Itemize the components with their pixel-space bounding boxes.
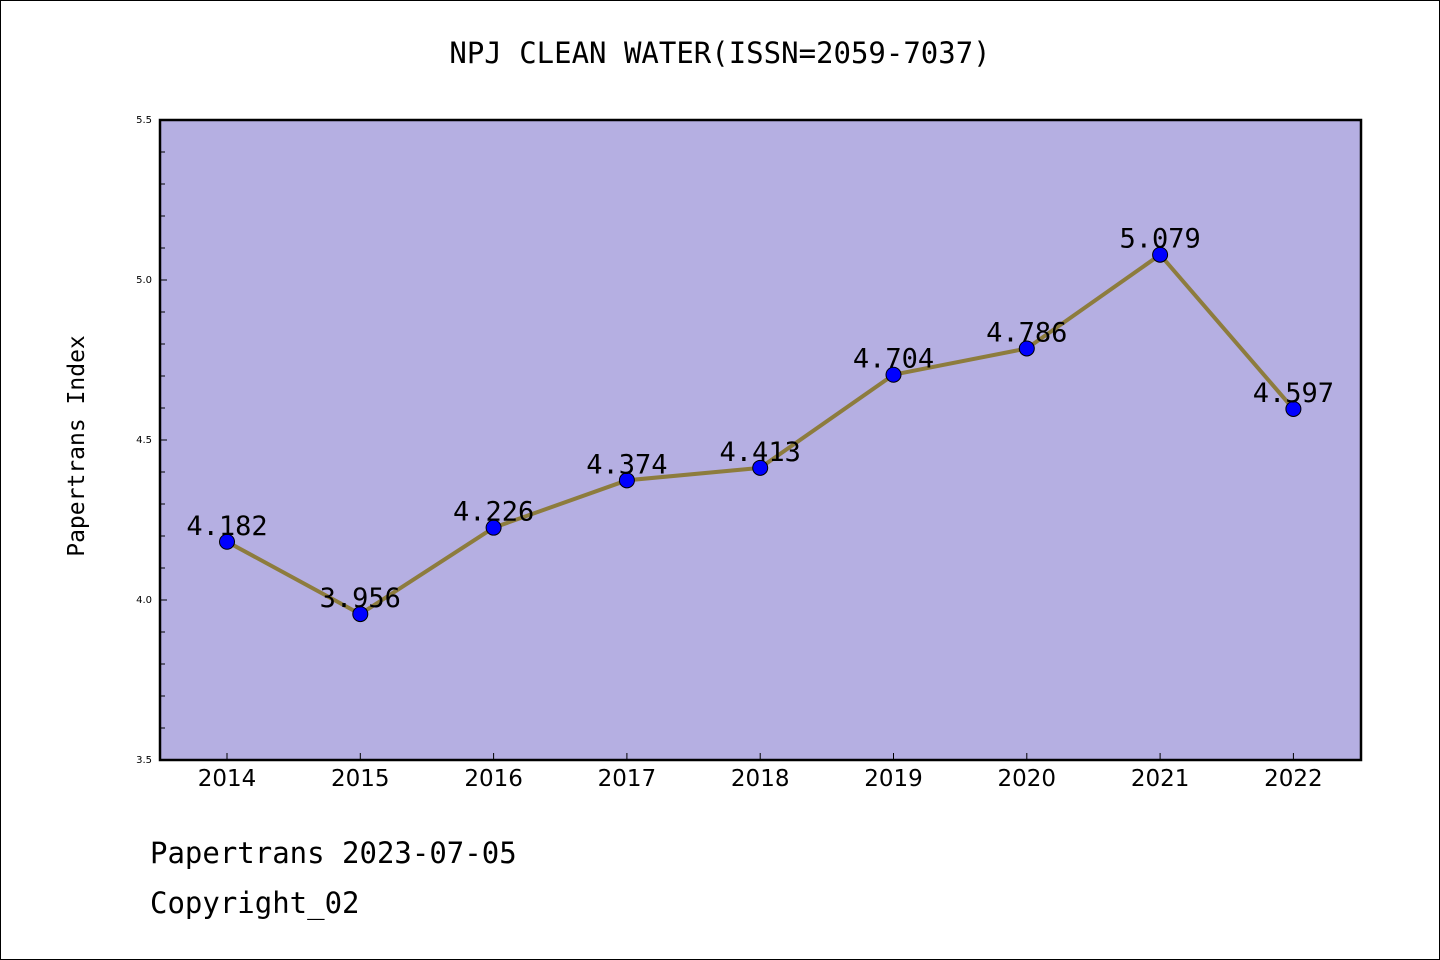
data-label-2014: 4.182 — [186, 511, 267, 542]
footer-copyright: Copyright_02 — [150, 886, 360, 920]
data-label-2018: 4.413 — [720, 437, 801, 468]
data-label-2021: 5.079 — [1119, 224, 1200, 255]
y-axis: 3.5 4.0 4.5 5.0 5.5 — [136, 115, 167, 766]
x-tick-label: 2017 — [598, 766, 657, 792]
x-tick-label: 2016 — [464, 766, 523, 792]
data-point-2022 — [1285, 400, 1302, 417]
plot-area — [158, 118, 1363, 762]
data-point-2018 — [752, 459, 769, 476]
data-point-2017 — [618, 472, 635, 489]
data-labels: 4.182 3.956 4.226 4.374 4.413 4.704 4.786 5.079… — [186, 224, 1334, 614]
y-tick-label: 5.0 — [136, 275, 152, 286]
data-label-2019: 4.704 — [853, 344, 934, 375]
data-point-2019 — [885, 366, 902, 383]
footer-date: Papertrans 2023-07-05 — [150, 836, 517, 870]
x-tick-label: 2022 — [1264, 766, 1323, 792]
x-tick-label: 2018 — [731, 766, 790, 792]
y-tick-label: 4.5 — [136, 435, 152, 446]
data-label-2015: 3.956 — [320, 583, 401, 614]
x-tick-label: 2021 — [1131, 766, 1190, 792]
x-tick-label: 2019 — [864, 766, 923, 792]
y-tick-label: 5.5 — [136, 115, 152, 126]
data-label-2020: 4.786 — [986, 317, 1067, 348]
x-tick-label: 2020 — [998, 766, 1057, 792]
x-tick-label: 2014 — [198, 766, 257, 792]
data-point-2021 — [1152, 246, 1169, 263]
data-label-2022: 4.597 — [1253, 378, 1334, 409]
x-tick-label: 2015 — [331, 766, 390, 792]
y-tick-label: 3.5 — [136, 755, 152, 766]
data-label-2016: 4.226 — [453, 497, 534, 528]
data-point-2015 — [352, 606, 369, 623]
x-axis: 2014 2015 2016 2017 2018 2019 2020 2021 2022 — [198, 753, 1323, 792]
data-label-2017: 4.374 — [586, 449, 667, 480]
data-point-2020 — [1018, 340, 1035, 357]
y-tick-label: 4.0 — [136, 595, 152, 606]
data-point-2014 — [219, 533, 235, 550]
data-point-2016 — [485, 519, 502, 536]
chart-title: NPJ CLEAN WATER(ISSN=2059-7037) — [449, 36, 991, 70]
data-points — [219, 246, 1302, 623]
y-axis-label: Papertrans Index — [64, 335, 90, 557]
